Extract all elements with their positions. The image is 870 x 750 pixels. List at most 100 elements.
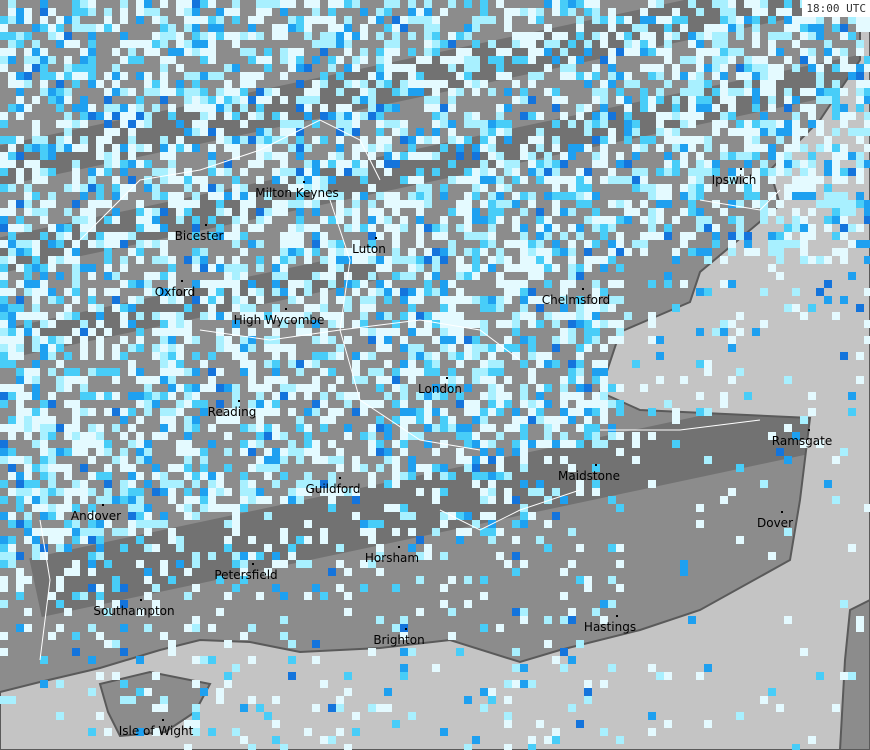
radar-cell [472, 352, 480, 360]
radar-cell [208, 192, 216, 200]
radar-cell [384, 328, 392, 336]
radar-cell [240, 736, 248, 744]
radar-cell [192, 24, 200, 32]
radar-cell [720, 280, 728, 288]
radar-cell [48, 536, 56, 544]
radar-cell [472, 472, 480, 480]
radar-cell [640, 40, 648, 48]
radar-cell [176, 200, 184, 208]
radar-cell [0, 24, 8, 32]
radar-cell [256, 176, 264, 184]
radar-cell [536, 264, 544, 272]
radar-cell [704, 104, 712, 112]
radar-cell [384, 56, 392, 64]
radar-cell [512, 608, 520, 616]
radar-cell [352, 712, 360, 720]
radar-cell [200, 472, 208, 480]
radar-cell [800, 216, 808, 224]
radar-cell [40, 80, 48, 88]
radar-cell [248, 408, 256, 416]
radar-cell [520, 616, 528, 624]
radar-cell [472, 480, 480, 488]
radar-cell [584, 328, 592, 336]
radar-cell [352, 280, 360, 288]
radar-cell [256, 400, 264, 408]
radar-cell [456, 648, 464, 656]
radar-cell [368, 96, 376, 104]
radar-cell [696, 192, 704, 200]
radar-cell [560, 376, 568, 384]
radar-cell [240, 568, 248, 576]
radar-cell [864, 96, 870, 104]
radar-cell [536, 392, 544, 400]
radar-cell [520, 384, 528, 392]
radar-cell [56, 536, 64, 544]
radar-cell [40, 312, 48, 320]
radar-cell [392, 472, 400, 480]
radar-cell [80, 432, 88, 440]
radar-cell [104, 112, 112, 120]
radar-cell [24, 576, 32, 584]
radar-cell [8, 392, 16, 400]
radar-cell [536, 144, 544, 152]
radar-cell [384, 120, 392, 128]
radar-cell [48, 168, 56, 176]
radar-cell [248, 376, 256, 384]
radar-cell [448, 248, 456, 256]
radar-cell [472, 376, 480, 384]
radar-cell [192, 552, 200, 560]
radar-cell [448, 208, 456, 216]
radar-cell [248, 80, 256, 88]
radar-cell [576, 168, 584, 176]
radar-cell [752, 184, 760, 192]
radar-cell [144, 520, 152, 528]
radar-cell [88, 528, 96, 536]
radar-cell [432, 136, 440, 144]
radar-cell [232, 112, 240, 120]
radar-cell [584, 120, 592, 128]
radar-cell [0, 440, 8, 448]
radar-cell [64, 32, 72, 40]
radar-cell [640, 104, 648, 112]
radar-cell [80, 8, 88, 16]
radar-cell [440, 728, 448, 736]
radar-cell [72, 376, 80, 384]
radar-cell [856, 128, 864, 136]
radar-cell [800, 128, 808, 136]
radar-cell [264, 0, 272, 8]
radar-cell [56, 80, 64, 88]
radar-cell [264, 544, 272, 552]
radar-cell [424, 368, 432, 376]
radar-cell [0, 152, 8, 160]
radar-cell [816, 72, 824, 80]
radar-cell [320, 536, 328, 544]
radar-cell [168, 32, 176, 40]
radar-cell [0, 536, 8, 544]
radar-cell [392, 368, 400, 376]
radar-cell [16, 552, 24, 560]
radar-cell [552, 184, 560, 192]
radar-cell [0, 480, 8, 488]
radar-cell [104, 496, 112, 504]
radar-cell [464, 32, 472, 40]
radar-cell [112, 24, 120, 32]
city-label: Isle of Wight [118, 724, 194, 738]
radar-cell [24, 328, 32, 336]
radar-cell [80, 56, 88, 64]
radar-cell [616, 160, 624, 168]
radar-cell [160, 320, 168, 328]
radar-cell [368, 560, 376, 568]
radar-cell [248, 224, 256, 232]
radar-cell [632, 208, 640, 216]
radar-cell [512, 448, 520, 456]
radar-cell [0, 544, 8, 552]
radar-cell [192, 232, 200, 240]
radar-cell [40, 72, 48, 80]
radar-cell [568, 320, 576, 328]
radar-cell [208, 624, 216, 632]
radar-cell [512, 224, 520, 232]
radar-cell [272, 304, 280, 312]
radar-cell [576, 440, 584, 448]
radar-cell [24, 192, 32, 200]
